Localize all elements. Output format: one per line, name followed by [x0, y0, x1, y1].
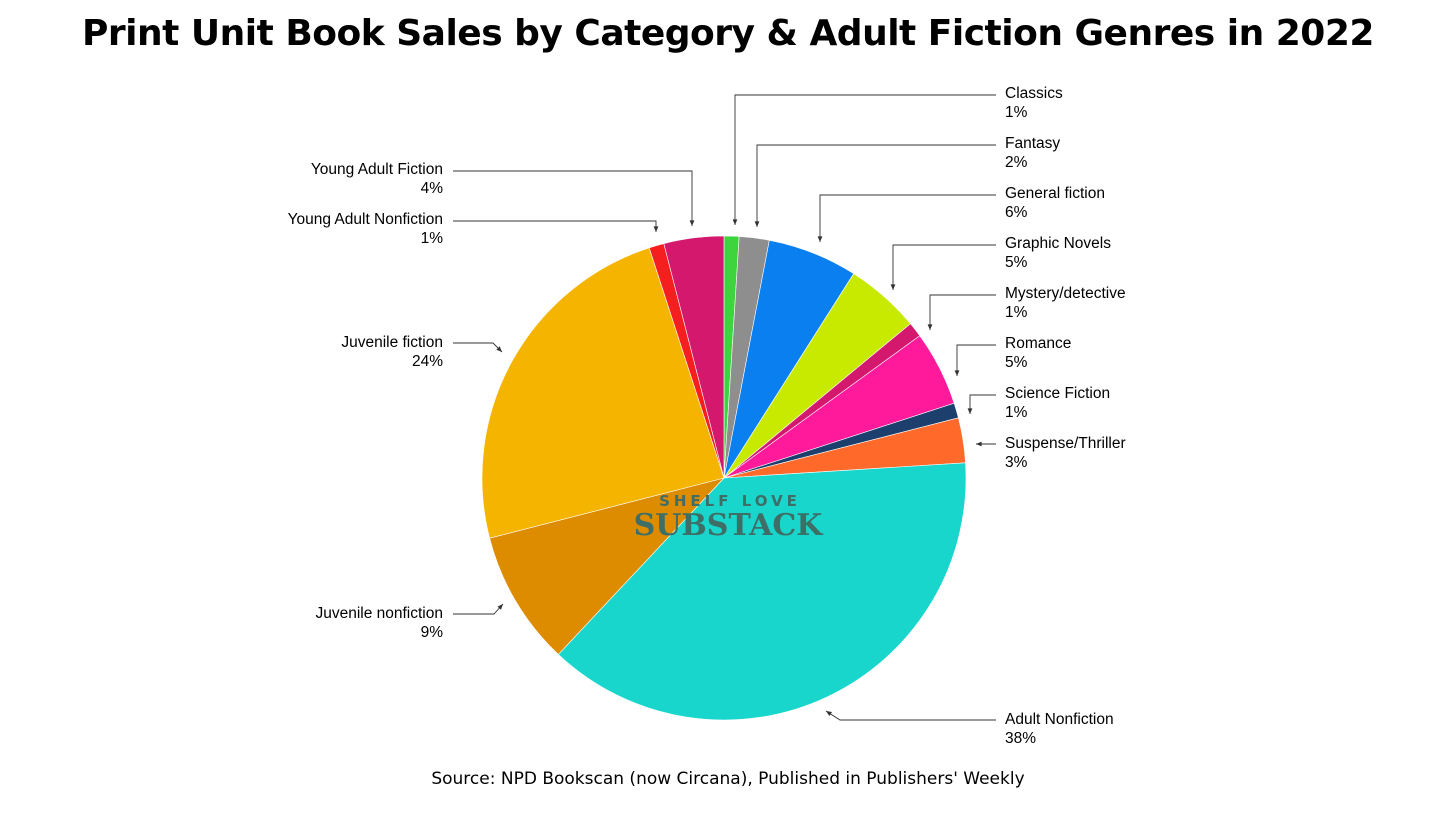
chart-source: Source: NPD Bookscan (now Circana), Publ…	[431, 769, 1025, 789]
leader-arrow-graphic-novels	[890, 284, 896, 290]
slice-value-adult-nonfiction: 38%	[1005, 730, 1036, 747]
leader-adult-nonfiction	[825, 710, 996, 721]
leader-arrow-mystery-detective	[927, 324, 933, 330]
leader-fantasy	[756, 144, 996, 227]
leader-juvenile-nonfiction	[453, 603, 504, 615]
slice-value-young-adult-nonfiction: 1%	[421, 230, 444, 247]
leader-young-adult-fiction	[453, 170, 693, 226]
leader-arrow-science-fiction	[967, 408, 973, 414]
slice-label-general-fiction: General fiction	[1005, 185, 1105, 202]
leader-arrow-adult-nonfiction	[826, 711, 832, 716]
leader-arrow-general-fiction	[817, 236, 823, 242]
pie-slices	[481, 235, 967, 721]
slice-label-romance: Romance	[1005, 335, 1071, 352]
leader-classics	[734, 94, 996, 225]
slice-label-young-adult-nonfiction: Young Adult Nonfiction	[288, 211, 443, 228]
leader-general-fiction	[819, 194, 996, 242]
slice-label-mystery-detective: Mystery/detective	[1005, 285, 1126, 302]
leader-arrow-fantasy	[754, 221, 760, 227]
slice-value-young-adult-fiction: 4%	[421, 180, 444, 197]
slice-value-graphic-novels: 5%	[1005, 254, 1028, 271]
leader-arrow-suspense-thriller	[976, 441, 982, 447]
slice-label-juvenile-fiction: Juvenile fiction	[341, 334, 443, 351]
slice-juvenile-fiction	[481, 247, 725, 539]
slice-value-fantasy: 2%	[1005, 154, 1028, 171]
leader-young-adult-nonfiction	[453, 220, 657, 232]
slice-value-general-fiction: 6%	[1005, 204, 1028, 221]
watermark: SHELF LOVE SUBSTACK	[634, 492, 824, 543]
leader-arrow-young-adult-nonfiction	[653, 226, 659, 232]
leader-juvenile-fiction	[453, 342, 503, 353]
watermark-line2: SUBSTACK	[634, 508, 824, 543]
slice-label-fantasy: Fantasy	[1005, 135, 1060, 152]
leader-romance	[956, 344, 996, 376]
slice-value-suspense-thriller: 3%	[1005, 454, 1028, 471]
slice-label-graphic-novels: Graphic Novels	[1005, 235, 1111, 252]
slice-value-juvenile-fiction: 24%	[412, 353, 443, 370]
leader-science-fiction	[969, 394, 996, 414]
slice-juvenile-nonfiction	[489, 477, 725, 655]
leader-graphic-novels	[892, 244, 996, 290]
slice-value-classics: 1%	[1005, 104, 1028, 121]
chart-title: Print Unit Book Sales by Category & Adul…	[82, 13, 1374, 54]
leader-mystery-detective	[929, 294, 996, 330]
slice-value-science-fiction: 1%	[1005, 404, 1028, 421]
slice-value-juvenile-nonfiction: 9%	[421, 624, 444, 641]
leader-arrow-classics	[732, 219, 738, 225]
slice-label-suspense-thriller: Suspense/Thriller	[1005, 435, 1126, 452]
slice-label-science-fiction: Science Fiction	[1005, 385, 1110, 402]
slice-label-classics: Classics	[1005, 85, 1063, 102]
slice-value-mystery-detective: 1%	[1005, 304, 1028, 321]
leader-lines	[453, 94, 996, 721]
slice-value-romance: 5%	[1005, 354, 1028, 371]
slice-young-adult-fiction	[663, 235, 725, 479]
slice-label-young-adult-fiction: Young Adult Fiction	[311, 161, 443, 178]
slice-adult-nonfiction	[557, 462, 967, 721]
watermark-line1: SHELF LOVE	[659, 492, 801, 510]
slice-labels: Classics 1% Fantasy 2% General fiction 6% Grap…	[288, 85, 1126, 747]
leader-arrow-romance	[954, 370, 960, 376]
slice-label-adult-nonfiction: Adult Nonfiction	[1005, 711, 1114, 728]
leader-arrow-juvenile-nonfiction	[497, 604, 503, 610]
leader-arrow-young-adult-fiction	[689, 220, 695, 226]
leader-arrow-juvenile-fiction	[496, 346, 502, 352]
slice-label-juvenile-nonfiction: Juvenile nonfiction	[315, 605, 443, 622]
